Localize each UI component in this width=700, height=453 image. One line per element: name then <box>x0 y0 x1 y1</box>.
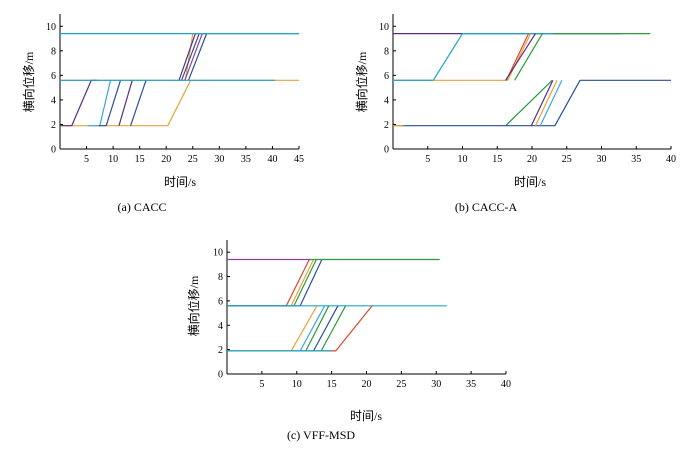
panel-caption: (a) CACC <box>118 200 167 214</box>
x-tick-label: 5 <box>84 154 89 165</box>
series-line-9 <box>299 305 326 352</box>
series-line-9 <box>181 33 200 81</box>
x-tick-label: 30 <box>597 154 607 165</box>
y-tick-label: 8 <box>218 272 223 283</box>
x-tick-label: 35 <box>241 154 251 165</box>
x-tick-label: 30 <box>214 154 224 165</box>
series-line-10 <box>305 305 330 352</box>
y-tick-label: 4 <box>218 321 223 332</box>
x-axis-label: 时间/s <box>514 175 546 189</box>
y-tick-label: 6 <box>218 296 223 307</box>
series-line-7 <box>130 80 147 126</box>
x-tick-label: 15 <box>327 379 337 390</box>
series-line-12 <box>534 80 558 126</box>
x-tick-label: 5 <box>259 379 264 390</box>
series-line-8 <box>505 79 553 127</box>
x-tick-label: 10 <box>292 379 302 390</box>
x-tick-label: 25 <box>562 154 572 165</box>
series-line-4 <box>87 80 112 127</box>
panel-caption: (c) VFF-MSD <box>287 428 355 442</box>
series-line-3 <box>60 79 98 127</box>
series-line-2 <box>227 259 323 307</box>
x-tick-label: 30 <box>431 379 441 390</box>
x-tick-label: 25 <box>188 154 198 165</box>
x-tick-label: 35 <box>631 154 641 165</box>
series-line-4 <box>290 259 315 307</box>
y-axis-label: 横向位移/m <box>186 275 201 336</box>
y-tick-label: 0 <box>218 370 223 381</box>
x-tick-label: 15 <box>135 154 145 165</box>
series-line-11 <box>312 305 339 352</box>
series-line-13 <box>539 80 563 126</box>
x-tick-label: 45 <box>294 154 304 165</box>
y-tick-label: 10 <box>46 22 56 33</box>
series-line-11 <box>187 33 208 81</box>
panel-cacc-a: 5 10 15 20 25 30 35 40 0 2 4 6 8 10 时间/s 横向位移/m (b) CACC… <box>354 14 676 214</box>
x-tick-label: 20 <box>527 154 537 165</box>
x-axis-label: 时间/s <box>164 175 196 189</box>
y-tick-label: 2 <box>51 120 56 131</box>
x-tick-label: 40 <box>267 154 277 165</box>
series-line-8 <box>290 305 318 352</box>
x-tick-label: 10 <box>108 154 118 165</box>
panel-caption: (b) CACC-A <box>455 200 518 214</box>
series-line-2 <box>60 32 299 81</box>
x-axis-label: 时间/s <box>350 409 382 423</box>
y-tick-label: 6 <box>384 71 389 82</box>
series-line-5 <box>98 80 122 127</box>
y-tick-label: 4 <box>51 95 56 106</box>
y-axis-label: 横向位移/m <box>21 51 36 112</box>
series-line-9 <box>393 79 671 127</box>
x-tick-label: 40 <box>501 379 511 390</box>
series-line-3 <box>293 259 317 307</box>
x-tick-label: 40 <box>666 154 676 165</box>
series-line-7 <box>505 33 537 81</box>
series-line-6 <box>514 33 543 81</box>
x-tick-label: 35 <box>466 379 476 390</box>
panel-vff-msd: 5 10 15 20 25 30 35 40 0 2 4 6 8 10 时间/s 横向位移/m (c) VFF-… <box>186 240 511 442</box>
series-line-1 <box>60 79 299 127</box>
series-line-8 <box>178 33 196 81</box>
y-tick-label: 0 <box>51 145 56 156</box>
x-tick-label: 5 <box>425 154 430 165</box>
series-line-13 <box>320 305 347 352</box>
series-line-11 <box>530 80 554 126</box>
x-tick-label: 20 <box>362 379 372 390</box>
y-axis-label: 横向位移/m <box>354 51 369 112</box>
x-tick-label: 20 <box>161 154 171 165</box>
x-tick-label: 10 <box>458 154 468 165</box>
panel-cacc: 5 10 15 20 25 30 35 40 45 0 2 4 6 8 10 时间/s 横向位移/m (a) CA… <box>21 14 304 214</box>
y-tick-label: 2 <box>218 345 223 356</box>
series-line-10 <box>184 33 203 81</box>
series-line-6 <box>118 80 133 126</box>
y-tick-label: 6 <box>51 71 56 82</box>
y-tick-label: 10 <box>213 248 223 259</box>
x-tick-label: 15 <box>492 154 502 165</box>
y-tick-label: 8 <box>51 46 56 57</box>
x-tick-label: 25 <box>396 379 406 390</box>
y-tick-label: 2 <box>384 120 389 131</box>
y-tick-label: 0 <box>384 145 389 156</box>
y-tick-label: 4 <box>384 95 389 106</box>
y-tick-label: 10 <box>379 22 389 33</box>
series-line-12 <box>227 305 373 352</box>
y-tick-label: 8 <box>384 46 389 57</box>
